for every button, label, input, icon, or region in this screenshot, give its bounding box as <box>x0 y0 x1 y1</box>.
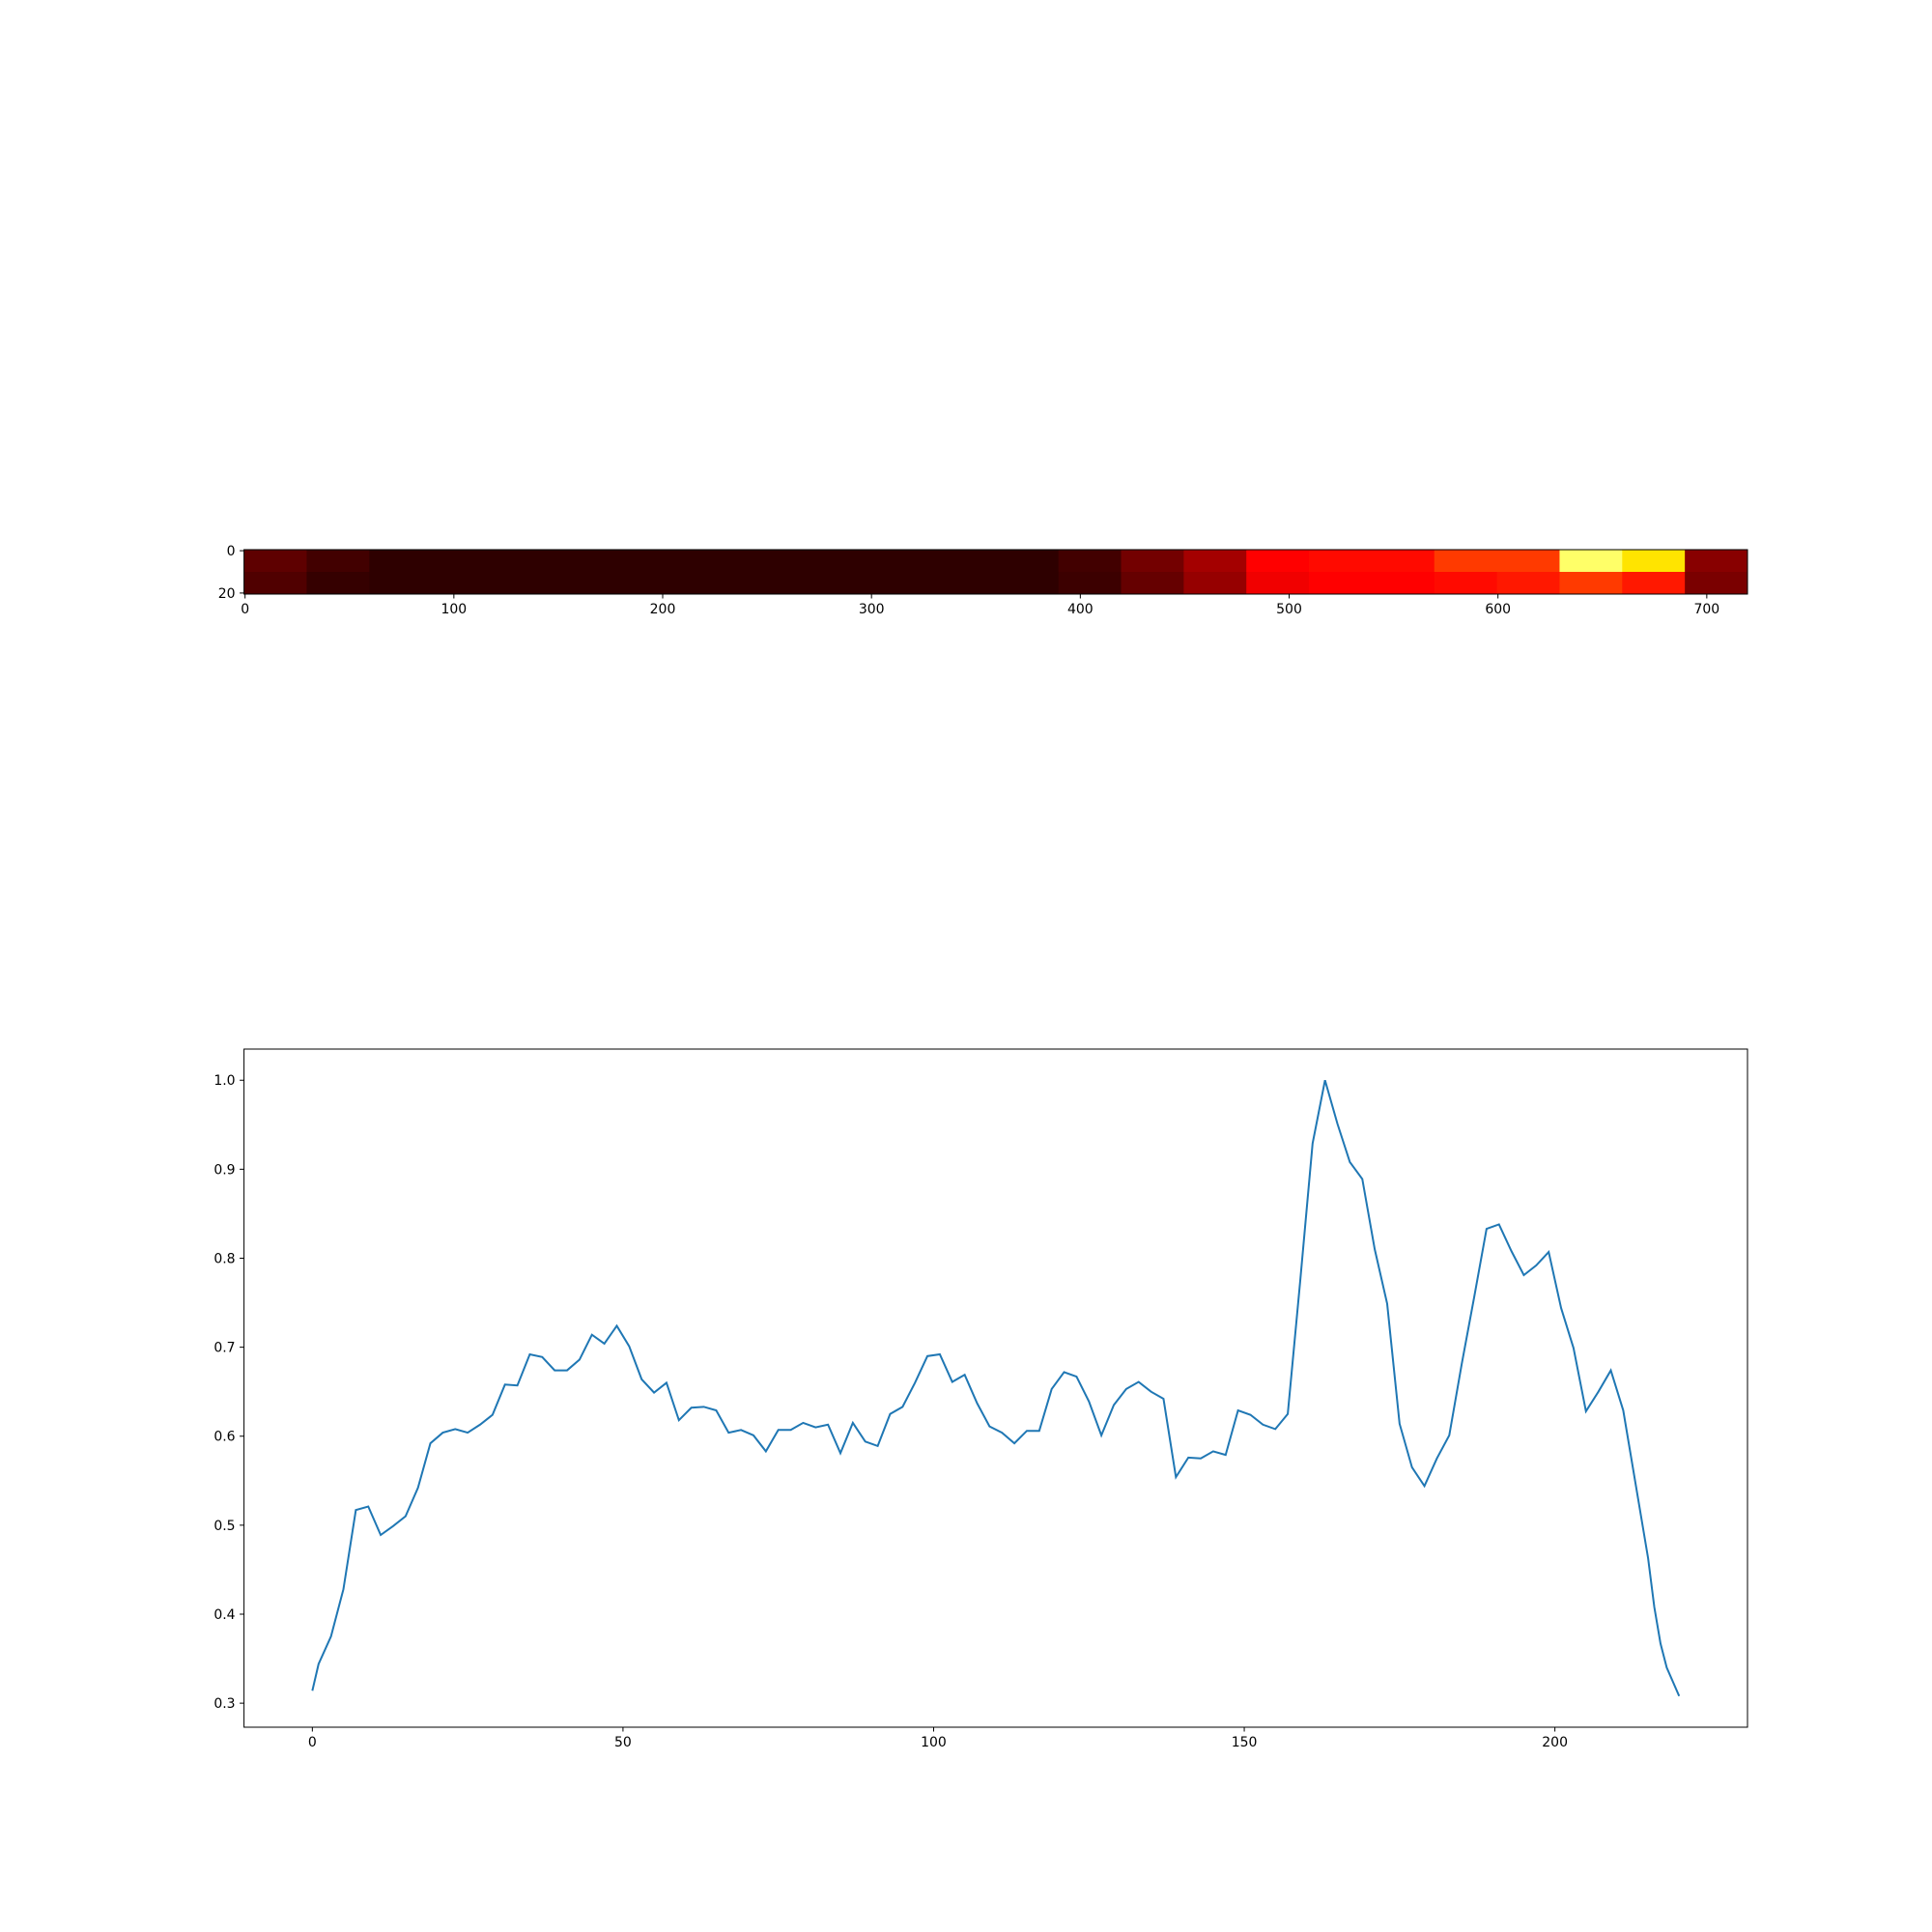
y-tick-label: 0.8 <box>213 1251 235 1266</box>
heatmap-cell <box>619 550 684 573</box>
line-series <box>311 1079 1681 1697</box>
x-tick-label: 50 <box>614 1735 632 1750</box>
heatmap-cell <box>808 550 871 573</box>
heatmap-cell <box>995 550 1060 573</box>
y-tick-label: 0.9 <box>213 1162 235 1178</box>
heatmap-cell <box>1309 550 1373 573</box>
heatmap-cell <box>1496 550 1560 573</box>
x-tick-label: 400 <box>1067 602 1094 617</box>
x-tick-label: 150 <box>1232 1735 1258 1750</box>
heatmap-cell <box>1121 572 1184 595</box>
heatmap-cell <box>932 572 997 595</box>
x-tick-label: 0 <box>241 602 249 617</box>
heatmap-cell <box>745 572 809 595</box>
heatmap-cell <box>1246 550 1310 573</box>
y-tick-label: 20 <box>218 586 236 602</box>
heatmap-cell <box>1559 550 1623 573</box>
heatmap-cell <box>1434 550 1498 573</box>
heatmap-cell <box>1058 572 1122 595</box>
heatmap-cell <box>1685 572 1748 595</box>
heatmap-cell <box>932 550 997 573</box>
heatmap-cell <box>870 550 934 573</box>
x-tick-label: 100 <box>921 1735 947 1750</box>
x-tick-label: 200 <box>650 602 676 617</box>
y-tick-label: 0.7 <box>213 1341 235 1356</box>
y-tick-label: 0 <box>227 544 236 559</box>
heatmap-cell <box>682 550 746 573</box>
heatmap-cell <box>306 572 370 595</box>
y-tick-label: 0.4 <box>213 1607 235 1623</box>
heatmap-cell <box>1183 572 1247 595</box>
heatmap-cell <box>870 572 934 595</box>
heatmap-cell <box>1434 572 1498 595</box>
x-tick-label: 600 <box>1485 602 1511 617</box>
axes-frame <box>243 1048 1748 1728</box>
heatmap-cell <box>1121 550 1184 573</box>
heatmap-cell <box>495 550 558 573</box>
heatmap-cell <box>1058 550 1122 573</box>
y-tick-label: 0.3 <box>213 1696 235 1712</box>
heatmap-cell <box>243 550 307 573</box>
heatmap-cell <box>369 572 433 595</box>
heatmap-cell <box>369 550 433 573</box>
y-tick-label: 0.5 <box>213 1519 235 1534</box>
heatmap-cell <box>808 572 871 595</box>
heatmap-cell <box>306 550 370 573</box>
axes-frame <box>243 549 1748 595</box>
heatmap-cell <box>432 572 496 595</box>
heatmap-cell <box>495 572 558 595</box>
heatmap-cell <box>243 572 307 595</box>
heatmap-cell <box>1309 572 1373 595</box>
x-tick-label: 200 <box>1542 1735 1568 1750</box>
y-tick-label: 1.0 <box>213 1073 235 1089</box>
heatmap-cell <box>432 550 496 573</box>
heatmap-cell <box>556 572 621 595</box>
heatmap-cell <box>1622 550 1686 573</box>
heatmap-cell <box>1496 572 1560 595</box>
heatmap-cell <box>1371 572 1435 595</box>
x-tick-label: 0 <box>308 1735 317 1750</box>
heatmap-cell <box>995 572 1060 595</box>
heatmap-cell <box>1183 550 1247 573</box>
heatmap-cell <box>745 550 809 573</box>
heatmap-cell <box>682 572 746 595</box>
heatmap-cell <box>1246 572 1310 595</box>
x-tick-label: 500 <box>1276 602 1302 617</box>
x-tick-label: 700 <box>1693 602 1719 617</box>
heatmap-cell <box>1622 572 1686 595</box>
heatmap-cell <box>1559 572 1623 595</box>
heatmap-cell <box>1685 550 1748 573</box>
x-tick-label: 300 <box>859 602 885 617</box>
x-tick-label: 100 <box>440 602 467 617</box>
heatmap-cell <box>556 550 621 573</box>
heatmap-cell <box>619 572 684 595</box>
heatmap-cell <box>1371 550 1435 573</box>
y-tick-label: 0.6 <box>213 1430 235 1445</box>
